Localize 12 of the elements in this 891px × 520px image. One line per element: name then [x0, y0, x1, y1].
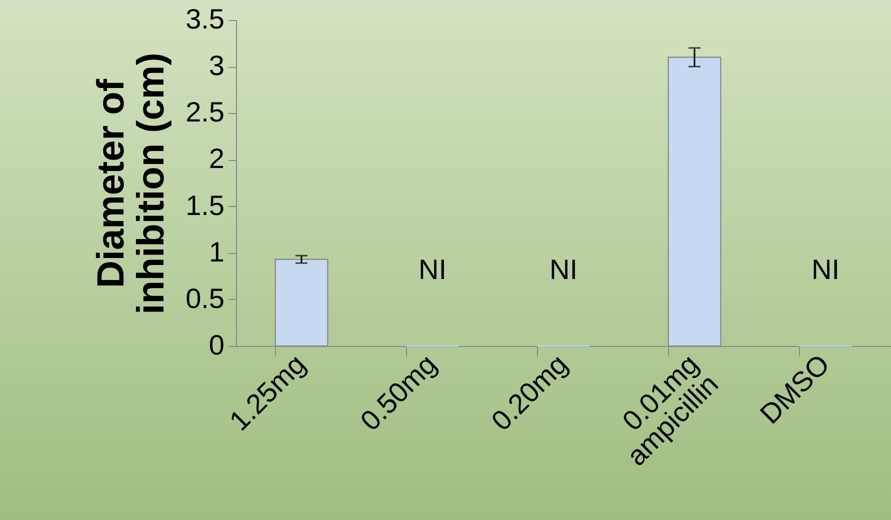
y-tick-label: 0.5: [186, 282, 224, 314]
data-label: NI: [418, 254, 446, 285]
data-label: NI: [812, 254, 840, 285]
y-tick-label: 1.5: [186, 190, 224, 221]
y-tick-label: 1: [208, 236, 224, 268]
y-tick-label: 2.5: [186, 96, 224, 128]
y-tick-label: 2: [208, 143, 224, 174]
y-tick-label: 3.5: [186, 4, 224, 34]
y-axis-title: Diameter of inhibition (cm): [90, 52, 173, 314]
y-tick-label: 0: [208, 330, 224, 360]
y-tick-label: 3: [208, 50, 224, 82]
data-label: NI: [550, 254, 578, 285]
